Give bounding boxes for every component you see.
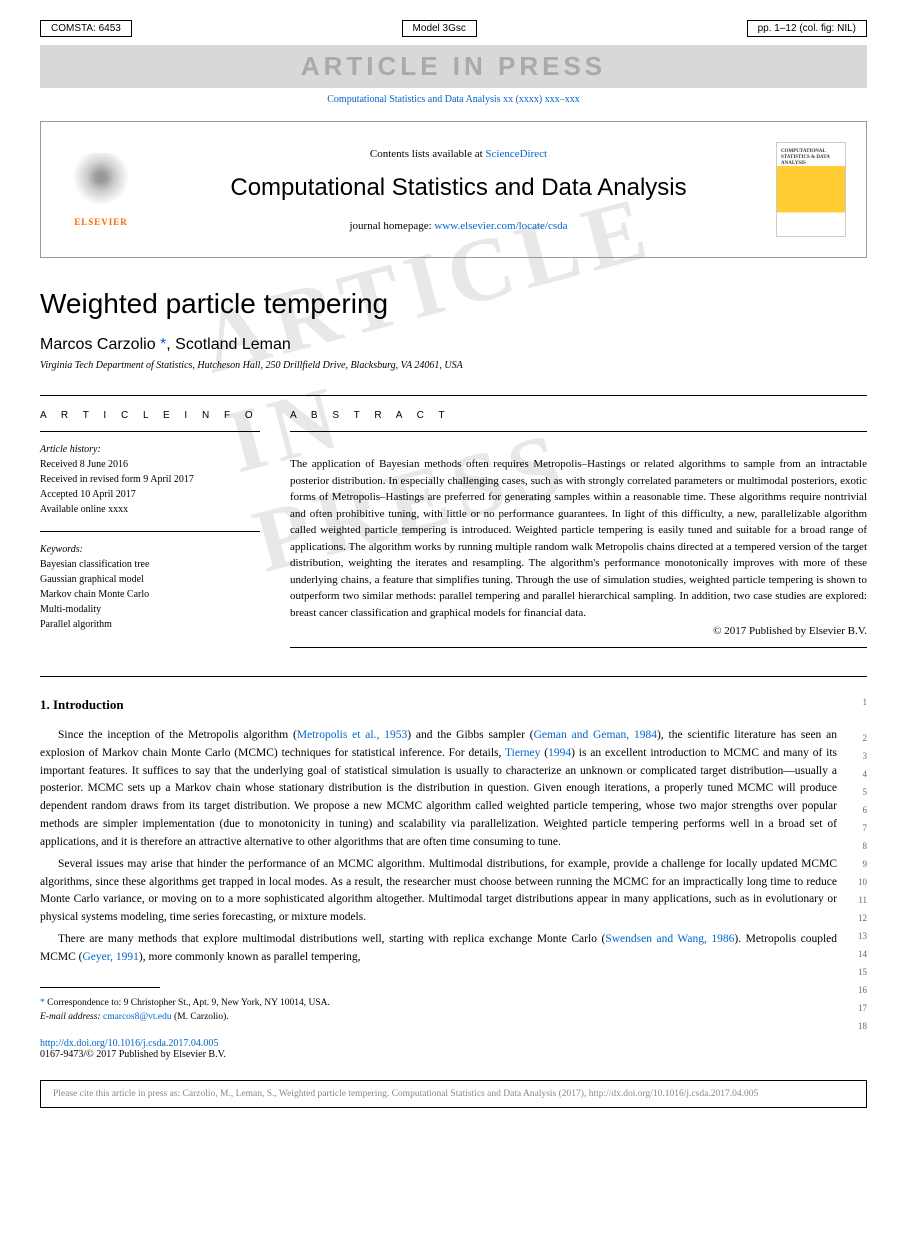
keyword: Markov chain Monte Carlo bbox=[40, 587, 260, 602]
comsta-id: COMSTA: 6453 bbox=[40, 20, 132, 37]
authors: Marcos Carzolio *, Scotland Leman bbox=[40, 336, 867, 354]
contents-prefix: Contents lists available at bbox=[370, 148, 485, 160]
p1-text: ) and the Gibbs sampler ( bbox=[407, 729, 533, 741]
line-number: 7 bbox=[863, 823, 868, 833]
history-heading: Article history: bbox=[40, 442, 260, 457]
body-wrap: 1. Introduction 1 Since the inception of… bbox=[40, 697, 867, 967]
abstract-copyright: © 2017 Published by Elsevier B.V. bbox=[290, 625, 867, 637]
line-number: 15 bbox=[858, 967, 867, 977]
journal-header-box: ELSEVIER Contents lists available at Sci… bbox=[40, 121, 867, 258]
page-container: COMSTA: 6453 Model 3Gsc pp. 1–12 (col. f… bbox=[0, 0, 907, 1128]
page-range: pp. 1–12 (col. fig: NIL) bbox=[747, 20, 867, 37]
doi-block: http://dx.doi.org/10.1016/j.csda.2017.04… bbox=[40, 1038, 867, 1060]
citation-box: Please cite this article in press as: Ca… bbox=[40, 1080, 867, 1108]
keyword: Parallel algorithm bbox=[40, 617, 260, 632]
paragraph-3: There are many methods that explore mult… bbox=[40, 931, 837, 967]
abstract-text: The application of Bayesian methods ofte… bbox=[290, 442, 867, 621]
correspondence-text: Correspondence to: 9 Christopher St., Ap… bbox=[47, 998, 330, 1008]
ref-tierney[interactable]: Tierney bbox=[505, 747, 540, 759]
paragraph-2: Several issues may arise that hinder the… bbox=[40, 856, 837, 927]
ref-swendsen[interactable]: Swendsen and Wang, 1986 bbox=[605, 933, 734, 945]
article-info-column: A R T I C L E I N F O Article history: R… bbox=[40, 396, 260, 648]
line-number: 4 bbox=[863, 769, 868, 779]
line-number: 17 bbox=[858, 1003, 867, 1013]
sciencedirect-link[interactable]: ScienceDirect bbox=[485, 148, 547, 160]
header-center: Contents lists available at ScienceDirec… bbox=[141, 148, 776, 232]
p1-text: ( bbox=[540, 747, 548, 759]
section-divider bbox=[40, 676, 867, 677]
journal-cover-thumbnail: COMPUTATIONAL STATISTICS & DATA ANALYSIS bbox=[776, 142, 846, 237]
line-number: 18 bbox=[858, 1021, 867, 1031]
info-abstract-row: A R T I C L E I N F O Article history: R… bbox=[40, 395, 867, 648]
ref-tierney-year[interactable]: 1994 bbox=[548, 747, 571, 759]
line-number: 14 bbox=[858, 949, 867, 959]
doi-link[interactable]: http://dx.doi.org/10.1016/j.csda.2017.04… bbox=[40, 1038, 867, 1049]
model-id: Model 3Gsc bbox=[402, 20, 477, 37]
line-number: 13 bbox=[858, 931, 867, 941]
line-number: 12 bbox=[858, 913, 867, 923]
article-title: Weighted particle tempering bbox=[40, 288, 867, 320]
email-link[interactable]: cmarcos8@vt.edu bbox=[103, 1012, 172, 1022]
paragraph-1: Since the inception of the Metropolis al… bbox=[40, 727, 837, 852]
article-history: Article history: Received 8 June 2016 Re… bbox=[40, 442, 260, 517]
elsevier-label: ELSEVIER bbox=[74, 217, 128, 227]
line-number: 3 bbox=[863, 751, 868, 761]
revised-date: Received in revised form 9 April 2017 bbox=[40, 472, 260, 487]
author-2: , Scotland Leman bbox=[166, 336, 291, 353]
line-number: 8 bbox=[863, 841, 868, 851]
contents-line: Contents lists available at ScienceDirec… bbox=[141, 148, 776, 160]
p1-text: ) is an excellent introduction to MCMC a… bbox=[40, 747, 837, 848]
cover-thumb-title: COMPUTATIONAL STATISTICS & DATA ANALYSIS bbox=[781, 149, 845, 167]
article-info-label: A R T I C L E I N F O bbox=[40, 396, 260, 432]
received-date: Received 8 June 2016 bbox=[40, 457, 260, 472]
keywords-block: Keywords: Bayesian classification tree G… bbox=[40, 542, 260, 632]
line-number: 16 bbox=[858, 985, 867, 995]
line-number: 10 bbox=[858, 877, 867, 887]
ref-metropolis[interactable]: Metropolis et al., 1953 bbox=[297, 729, 407, 741]
line-number: 9 bbox=[863, 859, 868, 869]
in-press-banner: ARTICLE IN PRESS bbox=[40, 45, 867, 88]
email-footnote: E-mail address: cmarcos8@vt.edu (M. Carz… bbox=[40, 1010, 867, 1024]
keyword: Gaussian graphical model bbox=[40, 572, 260, 587]
elsevier-logo: ELSEVIER bbox=[61, 145, 141, 235]
affiliation: Virginia Tech Department of Statistics, … bbox=[40, 360, 867, 371]
elsevier-tree-icon bbox=[71, 153, 131, 213]
homepage-line: journal homepage: www.elsevier.com/locat… bbox=[141, 220, 776, 232]
keyword: Bayesian classification tree bbox=[40, 557, 260, 572]
line-number: 2 bbox=[863, 733, 868, 743]
footnote-separator bbox=[40, 987, 160, 988]
section-1-heading: 1. Introduction bbox=[40, 697, 837, 713]
corresponding-star-icon: * bbox=[156, 336, 167, 353]
keywords-heading: Keywords: bbox=[40, 542, 260, 557]
p3-text: ), more commonly known as parallel tempe… bbox=[139, 951, 361, 963]
keyword: Multi-modality bbox=[40, 602, 260, 617]
email-suffix: (M. Carzolio). bbox=[172, 1012, 229, 1022]
line-number: 5 bbox=[863, 787, 868, 797]
top-meta-bar: COMSTA: 6453 Model 3Gsc pp. 1–12 (col. f… bbox=[40, 20, 867, 37]
abstract-column: A B S T R A C T The application of Bayes… bbox=[290, 396, 867, 648]
issn-line: 0167-9473/© 2017 Published by Elsevier B… bbox=[40, 1049, 867, 1060]
info-divider bbox=[40, 531, 260, 532]
abstract-divider bbox=[290, 647, 867, 648]
email-label: E-mail address: bbox=[40, 1012, 103, 1022]
author-1: Marcos Carzolio bbox=[40, 336, 156, 353]
ref-geman[interactable]: Geman and Geman, 1984 bbox=[534, 729, 657, 741]
accepted-date: Accepted 10 April 2017 bbox=[40, 487, 260, 502]
homepage-url[interactable]: www.elsevier.com/locate/csda bbox=[434, 220, 567, 232]
correspondence-footnote: * Correspondence to: 9 Christopher St., … bbox=[40, 996, 867, 1010]
journal-name: Computational Statistics and Data Analys… bbox=[141, 174, 776, 202]
journal-reference[interactable]: Computational Statistics and Data Analys… bbox=[40, 88, 867, 111]
homepage-prefix: journal homepage: bbox=[350, 220, 435, 232]
online-date: Available online xxxx bbox=[40, 502, 260, 517]
p3-text: There are many methods that explore mult… bbox=[58, 933, 605, 945]
p1-text: Since the inception of the Metropolis al… bbox=[58, 729, 297, 741]
line-number: 1 bbox=[863, 697, 868, 707]
ref-geyer[interactable]: Geyer, 1991 bbox=[83, 951, 139, 963]
line-number: 11 bbox=[858, 895, 867, 905]
abstract-label: A B S T R A C T bbox=[290, 396, 867, 432]
line-number: 6 bbox=[863, 805, 868, 815]
